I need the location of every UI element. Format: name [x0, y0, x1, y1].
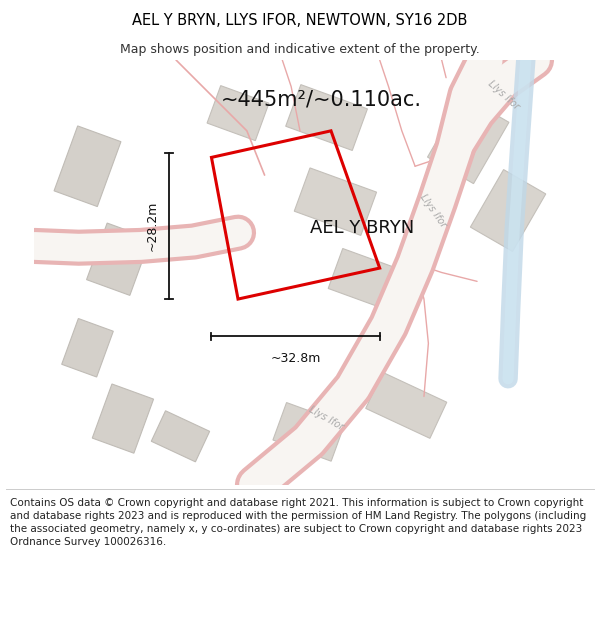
Polygon shape	[366, 372, 447, 438]
Polygon shape	[54, 126, 121, 207]
Polygon shape	[273, 402, 345, 461]
Text: ~32.8m: ~32.8m	[271, 352, 321, 365]
Text: AEL Y BRYN, LLYS IFOR, NEWTOWN, SY16 2DB: AEL Y BRYN, LLYS IFOR, NEWTOWN, SY16 2DB	[133, 13, 467, 28]
Text: Llys Ifor: Llys Ifor	[486, 79, 521, 112]
Polygon shape	[470, 169, 546, 251]
Polygon shape	[92, 384, 154, 453]
Polygon shape	[62, 319, 113, 377]
Polygon shape	[328, 249, 413, 314]
Text: Llys Ifor: Llys Ifor	[418, 192, 448, 229]
Text: ~28.2m: ~28.2m	[145, 201, 158, 251]
Text: Contains OS data © Crown copyright and database right 2021. This information is : Contains OS data © Crown copyright and d…	[10, 498, 586, 548]
Text: Llys Ifor: Llys Ifor	[307, 404, 346, 432]
Text: Map shows position and indicative extent of the property.: Map shows position and indicative extent…	[120, 43, 480, 56]
Polygon shape	[286, 84, 367, 151]
Polygon shape	[294, 168, 377, 236]
Text: ~445m²/~0.110ac.: ~445m²/~0.110ac.	[220, 90, 421, 110]
Text: AEL Y BRYN: AEL Y BRYN	[310, 219, 414, 238]
Polygon shape	[151, 411, 209, 462]
Polygon shape	[428, 96, 509, 184]
Polygon shape	[207, 86, 269, 141]
Polygon shape	[86, 223, 151, 296]
